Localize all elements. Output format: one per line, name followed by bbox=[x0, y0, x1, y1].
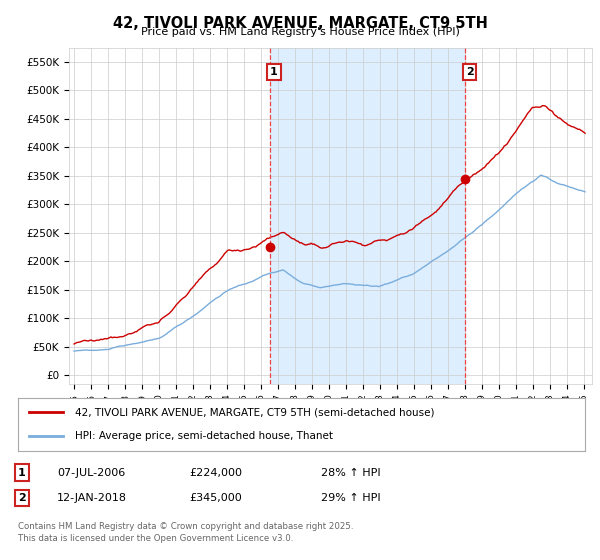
Text: 07-JUL-2006: 07-JUL-2006 bbox=[57, 468, 125, 478]
Bar bbox=[270, 48, 466, 384]
Text: 2: 2 bbox=[18, 493, 26, 503]
Text: 12-JAN-2018: 12-JAN-2018 bbox=[57, 493, 127, 503]
Text: 29% ↑ HPI: 29% ↑ HPI bbox=[321, 493, 380, 503]
Text: 1: 1 bbox=[270, 67, 278, 77]
Text: £345,000: £345,000 bbox=[189, 493, 242, 503]
Text: 1: 1 bbox=[18, 468, 26, 478]
Text: 2: 2 bbox=[466, 67, 473, 77]
Text: 42, TIVOLI PARK AVENUE, MARGATE, CT9 5TH (semi-detached house): 42, TIVOLI PARK AVENUE, MARGATE, CT9 5TH… bbox=[75, 408, 434, 418]
Text: Price paid vs. HM Land Registry's House Price Index (HPI): Price paid vs. HM Land Registry's House … bbox=[140, 27, 460, 38]
Text: HPI: Average price, semi-detached house, Thanet: HPI: Average price, semi-detached house,… bbox=[75, 431, 332, 441]
Text: 42, TIVOLI PARK AVENUE, MARGATE, CT9 5TH: 42, TIVOLI PARK AVENUE, MARGATE, CT9 5TH bbox=[113, 16, 487, 31]
Text: This data is licensed under the Open Government Licence v3.0.: This data is licensed under the Open Gov… bbox=[18, 534, 293, 543]
Text: £224,000: £224,000 bbox=[189, 468, 242, 478]
Text: Contains HM Land Registry data © Crown copyright and database right 2025.: Contains HM Land Registry data © Crown c… bbox=[18, 522, 353, 531]
Text: 28% ↑ HPI: 28% ↑ HPI bbox=[321, 468, 380, 478]
